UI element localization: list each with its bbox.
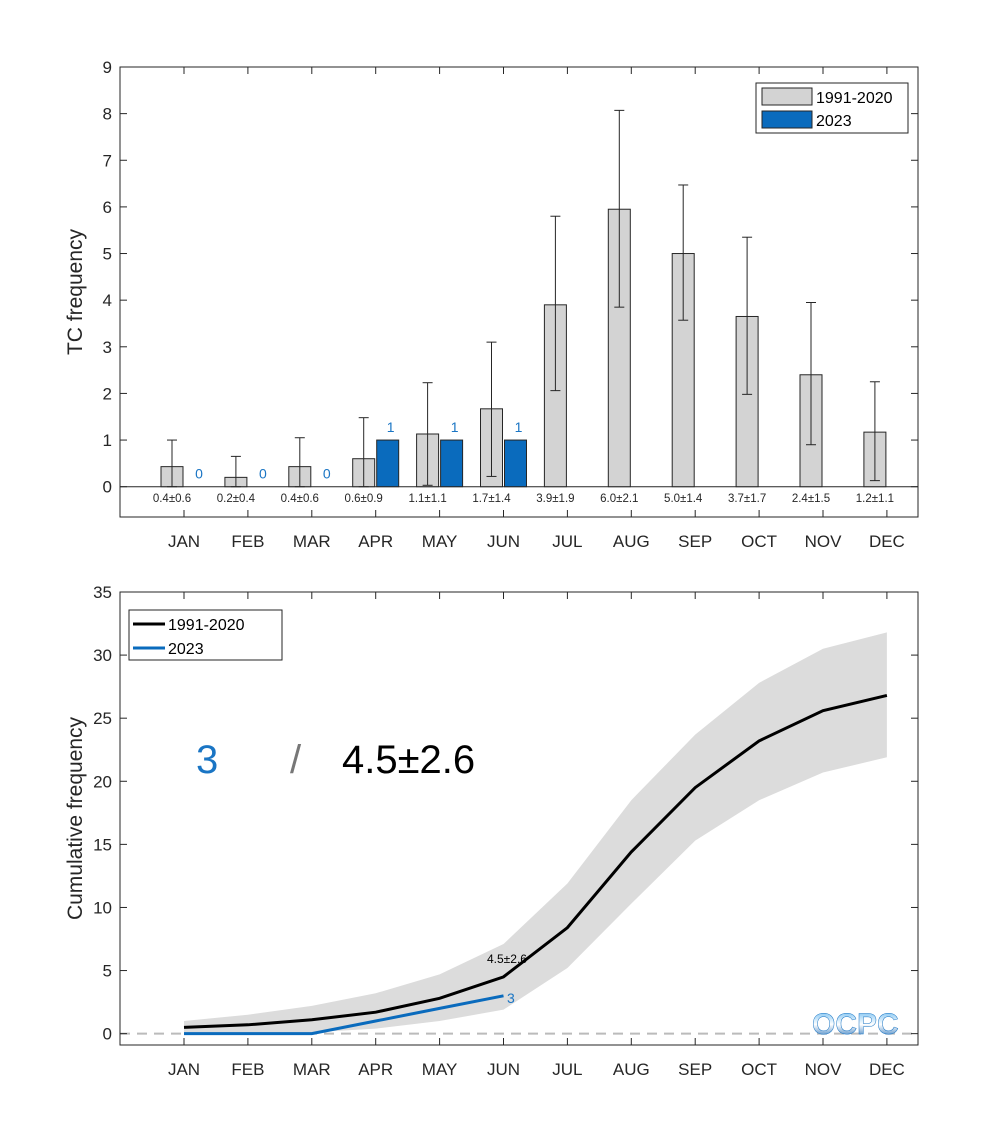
legend: 1991-2020 2023 [755,82,909,134]
y-tick-label: 9 [103,58,112,77]
y-tick-label: 30 [93,646,112,665]
y-tick-label: 20 [93,772,112,791]
x-tick-label: FEB [231,1060,264,1079]
x-tick-label: JUL [552,1060,582,1079]
point-climo-label: 4.5±2.6 [487,952,527,966]
legend-label: 2023 [816,113,852,130]
x-tick-label: NOV [805,1060,843,1079]
bar-value-label: 3.9±1.9 [536,493,574,505]
bar-value-label: 0.6±0.9 [345,493,383,505]
bar-value-label: 2.4±1.5 [792,493,830,505]
x-tick-label: MAY [422,532,458,551]
axes-box [119,66,919,518]
bar-value-label: 0.4±0.6 [153,493,191,505]
bar-2023-label: 1 [387,419,395,435]
bar-2023 [376,439,400,488]
bar-value-label: 6.0±2.1 [600,493,638,505]
y-axis-label: Cumulative frequency [64,716,87,920]
y-tick-label: 8 [103,105,112,124]
legend-swatch [761,87,813,106]
y-tick-label: 2 [103,384,112,403]
legend-label: 1991-2020 [816,90,893,107]
y-tick-label: 7 [103,151,112,170]
y-axis-label: TC frequency [64,228,87,355]
x-tick-label: AUG [613,532,650,551]
y-tick-label: 0 [103,1025,112,1044]
ocpc-logo: OCPC [812,1008,899,1041]
bar-value-label: 1.2±1.1 [856,493,894,505]
x-tick-label: JAN [168,532,200,551]
x-tick-label: JUN [487,532,520,551]
y-tick-label: 5 [103,962,112,981]
y-tick-label: 6 [103,198,112,217]
x-tick-label: APR [358,532,393,551]
x-tick-label: APR [358,1060,393,1079]
bar-value-label: 3.7±1.7 [728,493,766,505]
x-tick-label: MAR [293,1060,331,1079]
separator: / [290,738,302,782]
bar-2023-label: 0 [195,466,203,482]
bar-2023-label: 0 [323,466,331,482]
bar-value-label: 0.4±0.6 [281,493,319,505]
line-2023 [184,994,504,1036]
x-tick-label: JUN [487,1060,520,1079]
x-tick-label: NOV [805,532,843,551]
x-tick-label: SEP [678,1060,712,1079]
bar-2023 [504,439,527,488]
y-tick-label: 1 [103,431,112,450]
point-current-label: 3 [507,990,515,1006]
x-tick-label: AUG [613,1060,650,1079]
bar-value-label: 1.7±1.4 [472,493,511,505]
x-tick-label: JAN [168,1060,200,1079]
y-tick-label: 3 [103,338,112,357]
climo-total: 4.5±2.6 [342,738,475,782]
legend-label: 1991-2020 [168,617,245,634]
bar-value-label: 0.2±0.4 [217,493,256,505]
y-tick-label: 25 [93,709,112,728]
line-1991-2020 [183,694,888,1029]
legend-swatch [761,110,813,129]
y-tick-label: 0 [103,478,112,497]
x-tick-label: DEC [869,1060,905,1079]
x-tick-label: OCT [741,532,777,551]
x-tick-label: JUL [552,532,582,551]
bar-2023 [440,439,464,488]
spread-band [184,632,887,1034]
bar-2023-label: 0 [259,466,267,482]
x-tick-label: MAY [422,1060,458,1079]
y-tick-label: 35 [93,583,112,602]
x-tick-label: FEB [231,532,264,551]
y-tick-label: 15 [93,835,112,854]
x-tick-label: OCT [741,1060,777,1079]
x-tick-label: SEP [678,532,712,551]
axes-box [119,591,919,1046]
y-tick-label: 4 [103,291,112,310]
y-tick-label: 10 [93,898,112,917]
bar-2023-label: 1 [451,419,459,435]
x-tick-label: MAR [293,532,331,551]
legend: 1991-2020 2023 [128,609,283,661]
bar-value-label: 5.0±1.4 [664,493,703,505]
current-total: 3 [196,738,218,782]
bar-value-label: 1.1±1.1 [408,493,446,505]
y-tick-label: 5 [103,245,112,264]
legend-label: 2023 [168,641,204,658]
bar-2023-label: 1 [515,419,523,435]
x-tick-label: DEC [869,532,905,551]
legend-box [128,609,283,661]
